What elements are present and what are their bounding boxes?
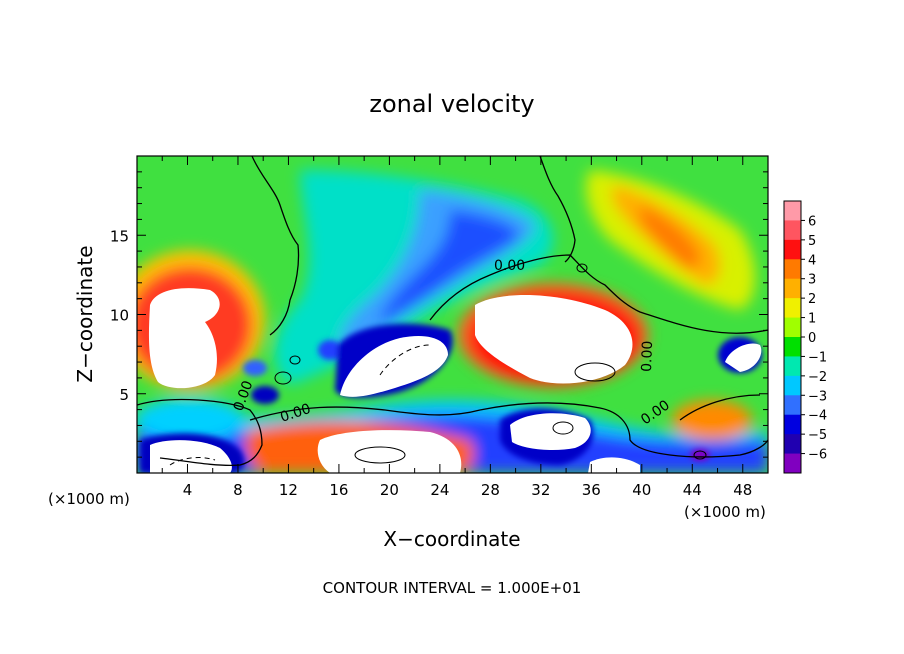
- colorbar-swatch: [784, 415, 801, 435]
- colorbar: 6 5 4 3 2 1 0 −1 −2 −3 −4 −5 −6: [784, 201, 827, 474]
- colorbar-swatch: [784, 259, 801, 279]
- x-tick-label: 8: [233, 481, 243, 499]
- x-tick-label: 32: [531, 481, 550, 499]
- contour-label: 0.00: [494, 258, 525, 274]
- heatmap-field: [115, 156, 768, 473]
- colorbar-label: −5: [808, 428, 827, 443]
- colorbar-swatch: [784, 279, 801, 299]
- colorbar-swatch: [784, 240, 801, 260]
- colorbar-swatch: [784, 318, 801, 338]
- colorbar-label: 1: [808, 312, 816, 327]
- colorbar-swatch: [784, 454, 801, 474]
- y-tick-label: 10: [110, 307, 129, 325]
- colorbar-label: −4: [808, 409, 827, 424]
- colorbar-label: 5: [808, 234, 816, 249]
- x-tick-label: 12: [279, 481, 298, 499]
- x-tick-label: 36: [582, 481, 601, 499]
- x-tick-label: 24: [430, 481, 449, 499]
- x-unit-label-right: (×1000 m): [684, 503, 766, 521]
- y-tick-label: 15: [110, 227, 129, 245]
- colorbar-swatch: [784, 376, 801, 396]
- colorbar-label: −6: [808, 448, 827, 463]
- x-tick-label: 20: [380, 481, 399, 499]
- colorbar-swatch: [784, 201, 801, 221]
- colorbar-label: 0: [808, 331, 816, 346]
- colorbar-swatch: [784, 434, 801, 454]
- y-tick-label: 5: [119, 386, 129, 404]
- contour-interval-text: CONTOUR INTERVAL = 1.000E+01: [323, 579, 582, 597]
- colorbar-swatch: [784, 220, 801, 240]
- colorbar-label: −1: [808, 350, 827, 365]
- x-tick-label: 28: [481, 481, 500, 499]
- colorbar-label: 4: [808, 253, 816, 268]
- colorbar-label: 3: [808, 273, 816, 288]
- x-tick-label: 40: [632, 481, 651, 499]
- x-unit-label-left: (×1000 m): [48, 490, 130, 508]
- colorbar-swatch: [784, 356, 801, 376]
- x-tick-label: 44: [683, 481, 702, 499]
- colorbar-label: 2: [808, 292, 816, 307]
- colorbar-swatch: [784, 395, 801, 415]
- contour-label: 0.00: [639, 340, 656, 372]
- colorbar-swatch: [784, 298, 801, 318]
- colorbar-label: −2: [808, 370, 827, 385]
- colorbar-label: −3: [808, 389, 827, 404]
- x-tick-label: 16: [329, 481, 348, 499]
- x-axis-title: X−coordinate: [383, 527, 520, 551]
- x-tick-label: 4: [183, 481, 193, 499]
- colorbar-swatch: [784, 337, 801, 357]
- chart-title: zonal velocity: [369, 90, 534, 118]
- colorbar-label: 6: [808, 214, 816, 229]
- y-axis-title: Z−coordinate: [73, 245, 97, 382]
- x-tick-label: 48: [733, 481, 752, 499]
